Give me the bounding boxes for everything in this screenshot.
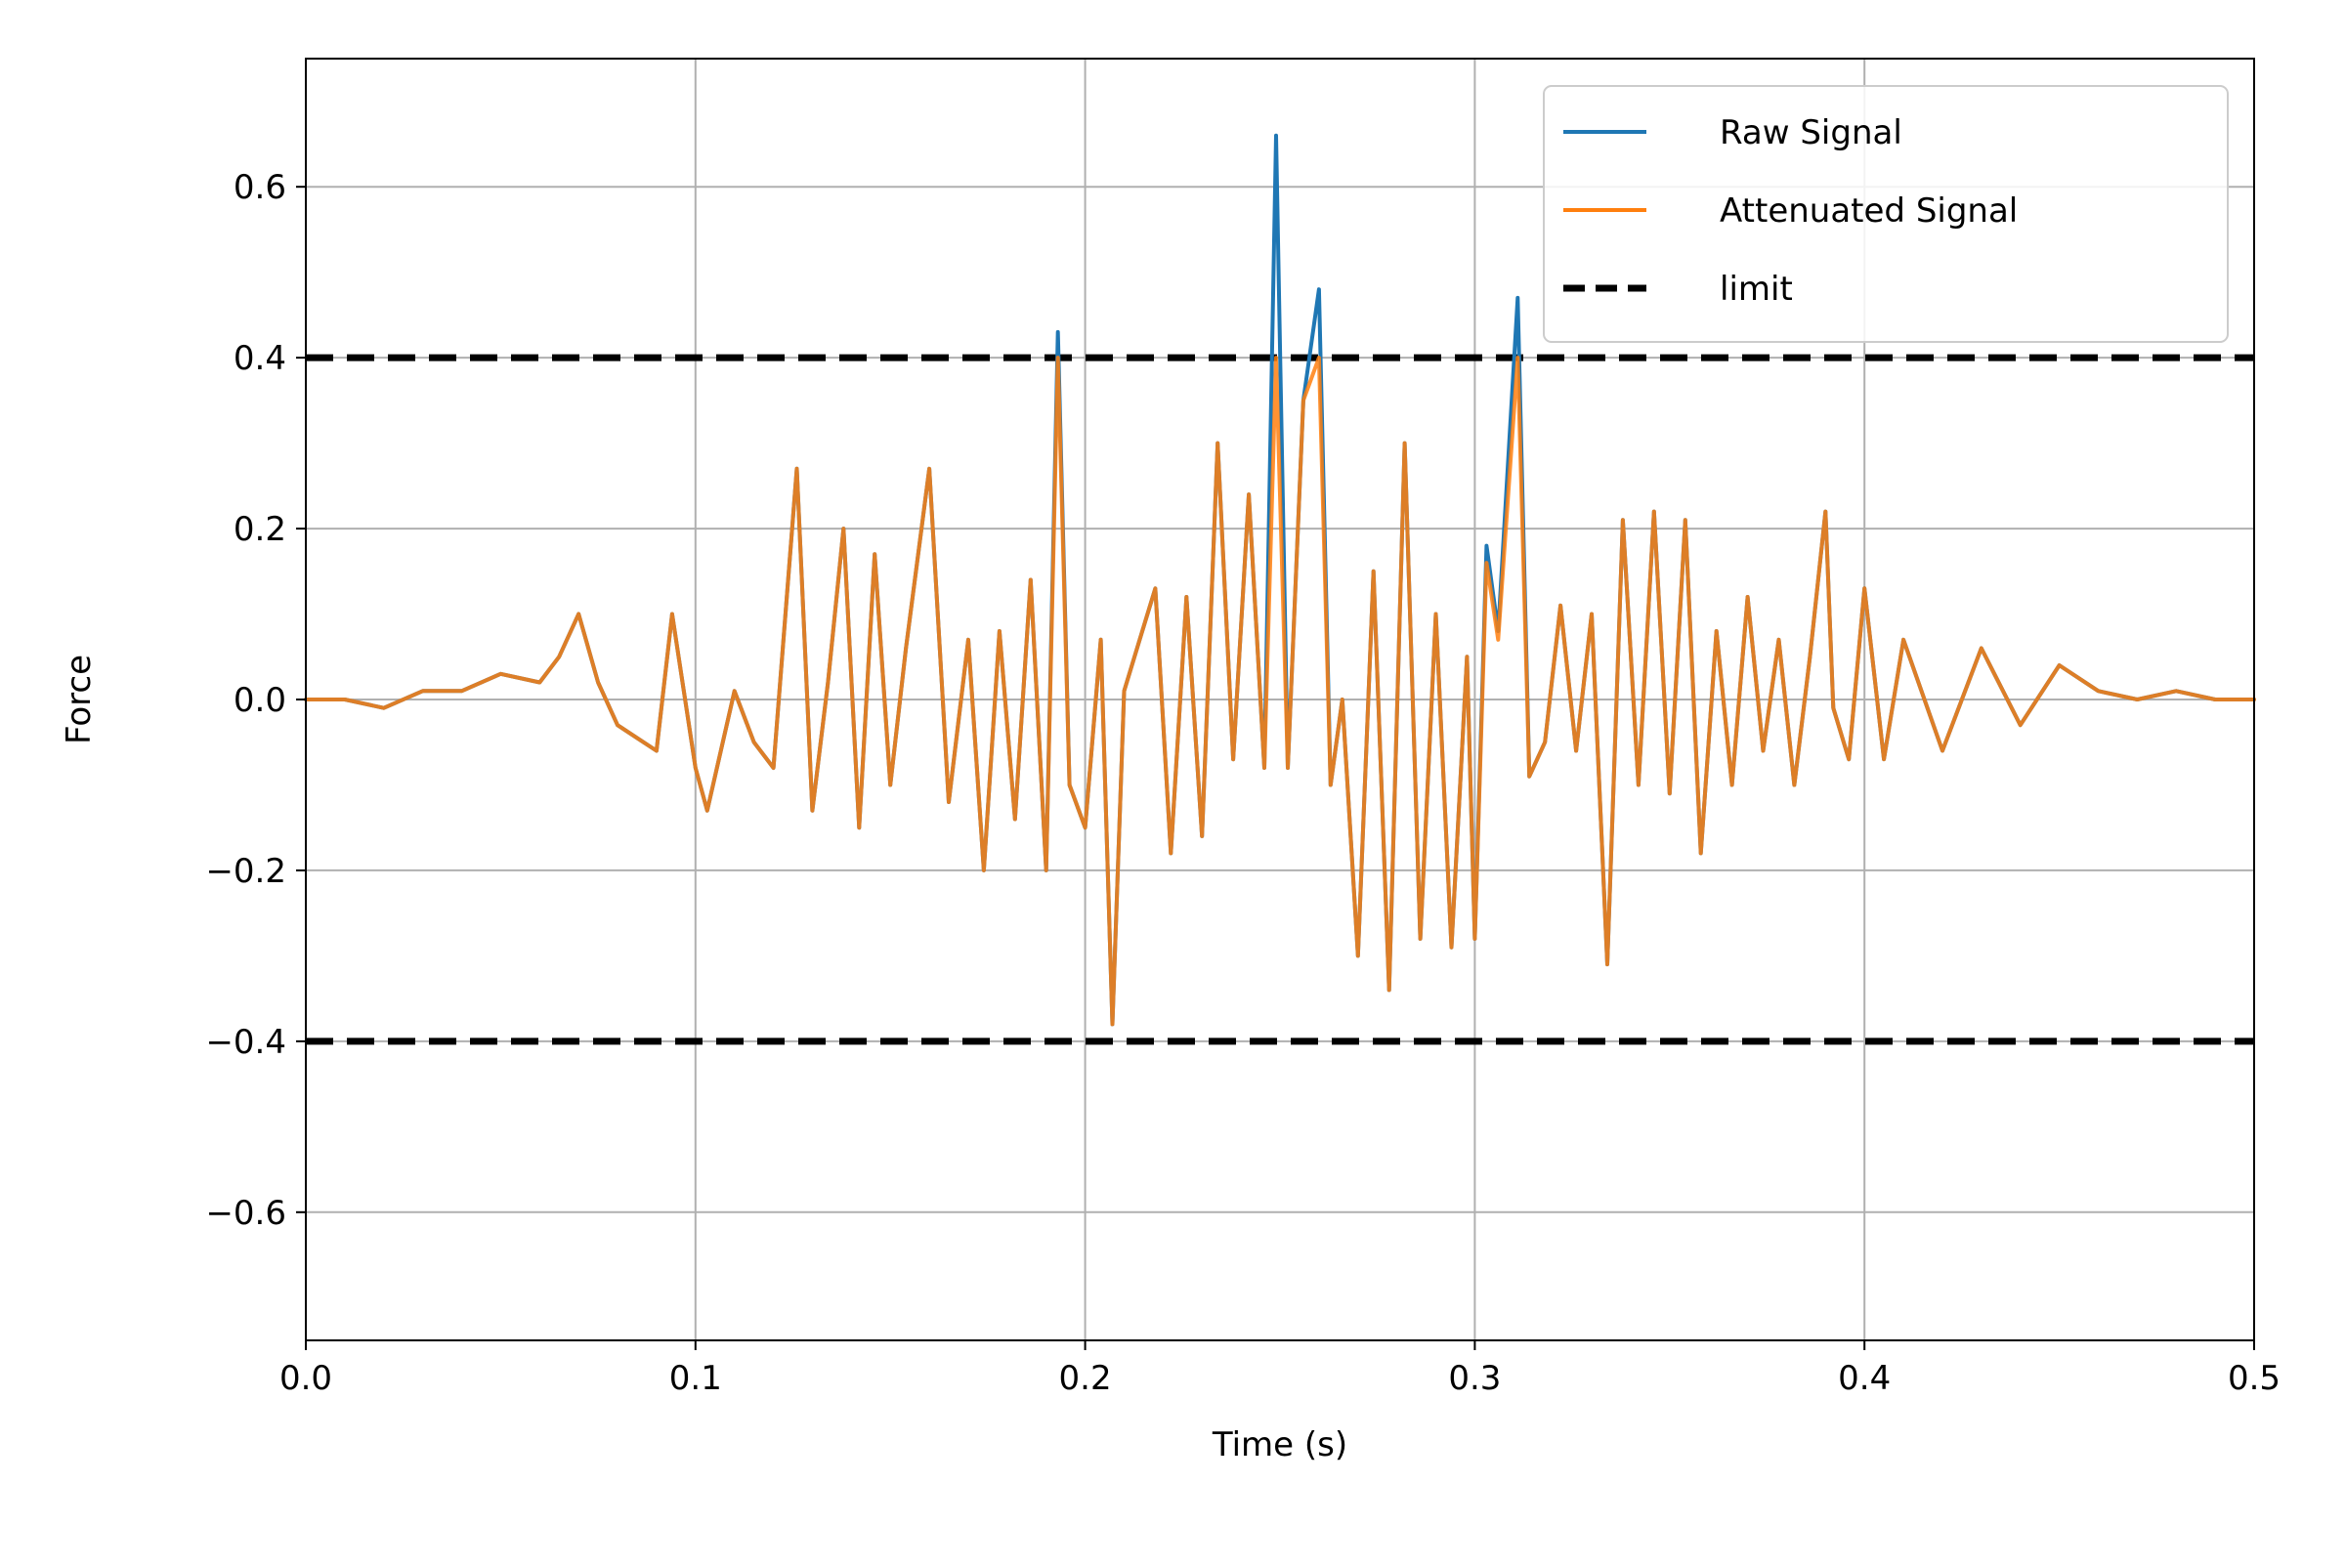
y-tick-label: 0.6 <box>234 168 286 207</box>
legend-label-limit: limit <box>1720 270 1793 309</box>
y-tick-label: 0.2 <box>234 510 286 549</box>
y-tick-label: −0.2 <box>205 852 286 891</box>
series-layer <box>304 133 2256 1027</box>
x-tick-label: 0.0 <box>279 1359 332 1398</box>
limit-lines-layer <box>306 354 2254 1045</box>
legend: Raw Signal Attenuated Signal limit <box>1543 85 2229 343</box>
y-tick-label: −0.4 <box>205 1023 286 1062</box>
x-tick-label: 0.4 <box>1838 1359 1891 1398</box>
legend-box <box>1543 85 2229 343</box>
y-tick-label: 0.0 <box>234 681 286 720</box>
y-tick-label: 0.4 <box>234 339 286 378</box>
x-tick-label: 0.5 <box>2228 1359 2281 1398</box>
x-tick-label: 0.1 <box>669 1359 722 1398</box>
legend-label-raw-signal: Raw Signal <box>1720 113 1902 152</box>
x-axis-label: Time (s) <box>1212 1425 1347 1464</box>
tick-layer: 0.0 0.1 0.2 0.3 0.4 0.5 −0.6 −0.4 −0.2 0.0 0.2 0.4 0… <box>205 168 2281 1398</box>
series-line-attenuated-signal <box>304 356 2256 1027</box>
x-tick-label: 0.2 <box>1059 1359 1112 1398</box>
y-axis-label: Force <box>60 655 99 744</box>
legend-label-attenuated-signal: Attenuated Signal <box>1720 191 2018 231</box>
x-tick-label: 0.3 <box>1448 1359 1501 1398</box>
y-tick-label: −0.6 <box>205 1194 286 1233</box>
